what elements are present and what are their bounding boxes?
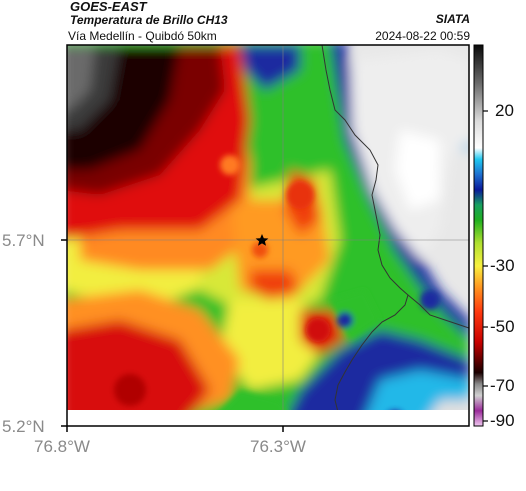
colorbar-label-minus90: -90: [490, 411, 515, 430]
datetime-label: 2024-08-22 00:59: [375, 29, 470, 43]
org-label: SIATA: [435, 12, 470, 26]
colorbar-label-minus50: -50: [490, 317, 515, 336]
lat-label-5-2: 5.2°N: [2, 417, 45, 436]
product-title: Temperatura de Brillo CH13: [70, 13, 228, 27]
lat-label-5-7: 5.7°N: [2, 231, 45, 250]
colorbar-label-20: 20: [495, 101, 514, 120]
boundary-line-east: [407, 294, 469, 329]
boundary-line: [321, 45, 409, 426]
brightness-temperature-field: [67, 45, 469, 426]
lon-label-76-3: 76.3°W: [250, 437, 306, 456]
colorbar: [474, 45, 483, 426]
colorbar-frame: [473, 44, 484, 427]
colorbar-label-minus70: -70: [490, 376, 515, 395]
source-title: GOES-EAST: [70, 0, 147, 14]
region-subtitle: Vía Medellín - Quibdó 50km: [68, 29, 217, 43]
colorbar-label-minus30: -30: [490, 256, 515, 275]
lon-label-76-8: 76.8°W: [34, 437, 90, 456]
map-frame: [66, 44, 470, 427]
star-icon: [255, 234, 269, 246]
